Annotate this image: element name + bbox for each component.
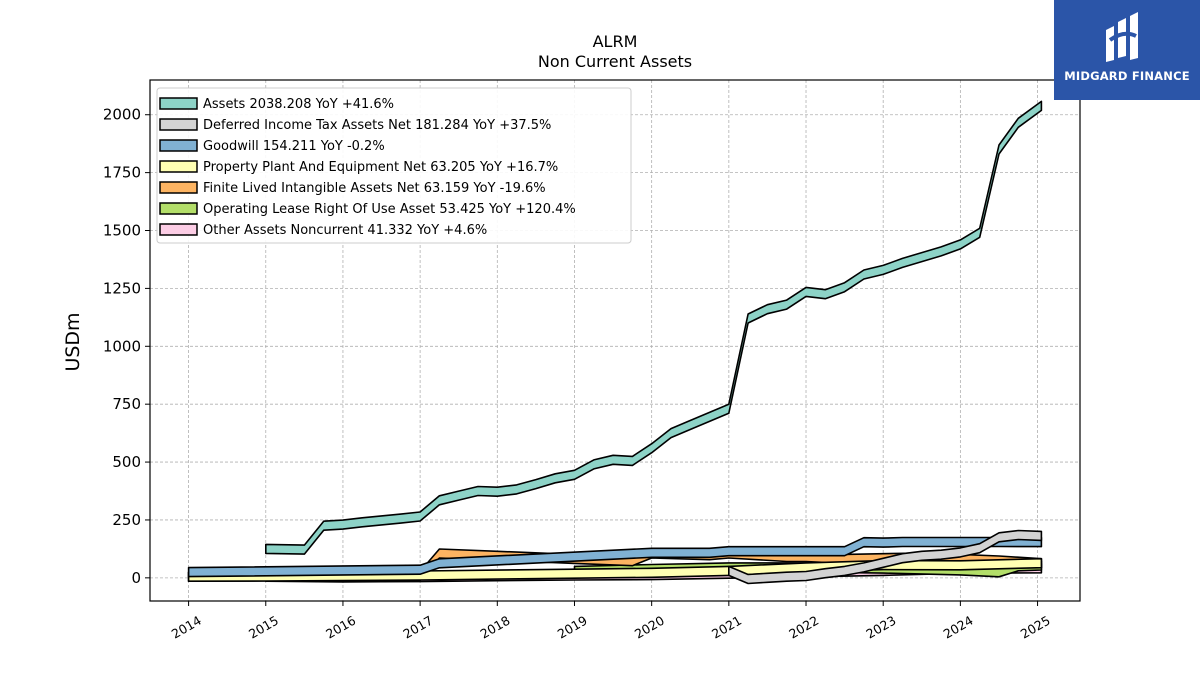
series-band-1 [728,529,1043,585]
chart-subtitle: Non Current Assets [538,52,692,71]
legend-swatch [159,118,198,131]
x-tick-label: 2025 [1018,613,1053,642]
legend-swatch [159,97,198,110]
series-band-3 [187,557,1043,582]
y-axis-label: USDm [62,312,84,371]
legend-label: Assets 2038.208 YoY +41.6% [203,97,394,112]
brand-logo: MIDGARD FINANCE [1054,0,1200,100]
y-tick-label: 0 [131,569,141,587]
chart-title: ALRM [593,32,638,51]
x-tick-label: 2024 [941,613,976,642]
legend-swatch [159,223,198,236]
y-tick-label: 750 [112,395,141,413]
legend-box [156,87,632,244]
y-tick-label: 1750 [103,164,141,182]
logo-brand-text: MIDGARD FINANCE [1064,69,1190,83]
legend-label: Deferred Income Tax Assets Net 181.284 Y… [203,118,551,133]
x-tick-label: 2023 [863,613,898,642]
legend-label: Operating Lease Right Of Use Asset 53.42… [203,202,576,217]
y-tick-label: 1000 [103,337,141,355]
legend: Assets 2038.208 YoY +41.6% Deferred Incom… [156,87,632,244]
x-tick-label: 2021 [709,613,744,642]
series-band-2 [187,536,1043,578]
y-tick-label: 250 [112,511,141,529]
y-tick-label: 500 [112,453,141,471]
x-tick-label: 2015 [246,613,281,642]
x-tick-label: 2019 [555,613,590,642]
axes-frame [149,79,1081,602]
legend-swatch [159,202,198,215]
x-tick-label: 2018 [478,613,513,642]
legend-label: Other Assets Noncurrent 41.332 YoY +4.6% [203,223,487,238]
y-tick-label: 1250 [103,279,141,297]
x-tick-label: 2016 [323,613,358,642]
x-tick-label: 2022 [786,613,821,642]
y-tick-label: 2000 [103,106,141,124]
series-band-0 [265,100,1043,555]
x-axis: 2014 2015 2016 2017 2018 2019 2020 2021 2022 2023… [169,601,1053,642]
logo-mark-icon [1106,12,1138,62]
y-tick-label: 1500 [103,222,141,240]
x-tick-label: 2014 [169,613,204,642]
legend-swatch [159,160,198,173]
legend-label: Goodwill 154.211 YoY -0.2% [203,139,385,154]
x-tick-label: 2017 [400,613,435,642]
legend-swatch [159,181,198,194]
y-axis: 0 250 500 750 1000 1250 1500 1750 2000 [103,106,150,587]
legend-label: Finite Lived Intangible Assets Net 63.15… [203,181,546,196]
legend-swatch [159,139,198,152]
x-tick-label: 2020 [632,613,667,642]
legend-label: Property Plant And Equipment Net 63.205 … [203,160,558,175]
